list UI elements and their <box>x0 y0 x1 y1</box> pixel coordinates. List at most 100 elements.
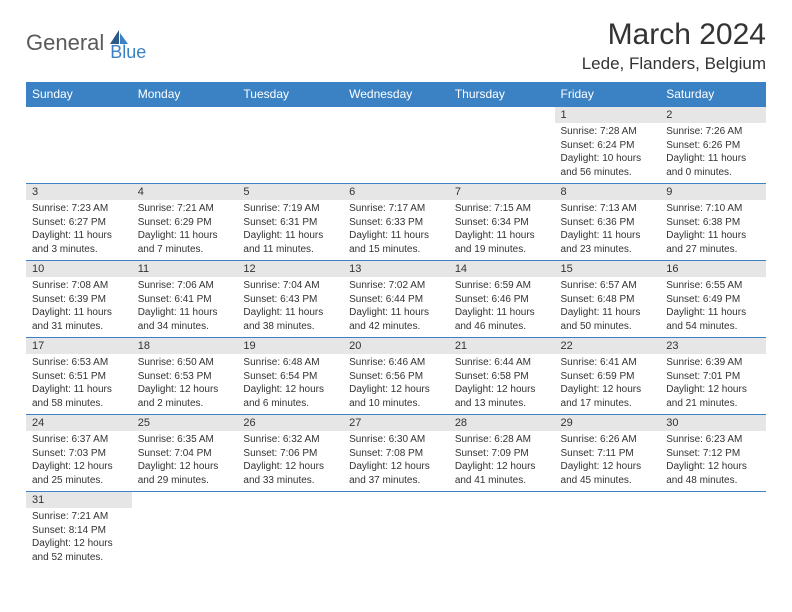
sunset-text: Sunset: 7:04 PM <box>138 447 232 461</box>
day-number: 13 <box>343 261 449 277</box>
day-header: Monday <box>132 82 238 107</box>
calendar-cell <box>132 107 238 184</box>
calendar-cell: 7Sunrise: 7:15 AMSunset: 6:34 PMDaylight… <box>449 184 555 261</box>
day-header: Thursday <box>449 82 555 107</box>
sunrise-text: Sunrise: 6:37 AM <box>32 433 126 447</box>
calendar-cell <box>343 107 449 184</box>
sunset-text: Sunset: 6:56 PM <box>349 370 443 384</box>
sunrise-text: Sunrise: 6:57 AM <box>561 279 655 293</box>
calendar-cell: 12Sunrise: 7:04 AMSunset: 6:43 PMDayligh… <box>237 261 343 338</box>
sunset-text: Sunset: 6:49 PM <box>666 293 760 307</box>
day-number: 29 <box>555 415 661 431</box>
sunrise-text: Sunrise: 6:23 AM <box>666 433 760 447</box>
day-body: Sunrise: 6:57 AMSunset: 6:48 PMDaylight:… <box>555 277 661 337</box>
day-number: 10 <box>26 261 132 277</box>
daylight-text: Daylight: 11 hours and 27 minutes. <box>666 229 760 256</box>
day-body: Sunrise: 6:35 AMSunset: 7:04 PMDaylight:… <box>132 431 238 491</box>
sunset-text: Sunset: 7:03 PM <box>32 447 126 461</box>
calendar-cell: 14Sunrise: 6:59 AMSunset: 6:46 PMDayligh… <box>449 261 555 338</box>
logo-text-sub: Blue <box>110 42 146 63</box>
daylight-text: Daylight: 12 hours and 6 minutes. <box>243 383 337 410</box>
sunrise-text: Sunrise: 6:50 AM <box>138 356 232 370</box>
day-number: 27 <box>343 415 449 431</box>
day-body: Sunrise: 6:55 AMSunset: 6:49 PMDaylight:… <box>660 277 766 337</box>
calendar-cell: 20Sunrise: 6:46 AMSunset: 6:56 PMDayligh… <box>343 338 449 415</box>
day-number: 21 <box>449 338 555 354</box>
calendar-cell: 6Sunrise: 7:17 AMSunset: 6:33 PMDaylight… <box>343 184 449 261</box>
calendar-cell: 11Sunrise: 7:06 AMSunset: 6:41 PMDayligh… <box>132 261 238 338</box>
sunset-text: Sunset: 7:09 PM <box>455 447 549 461</box>
day-body: Sunrise: 6:48 AMSunset: 6:54 PMDaylight:… <box>237 354 343 414</box>
daylight-text: Daylight: 11 hours and 38 minutes. <box>243 306 337 333</box>
daylight-text: Daylight: 11 hours and 58 minutes. <box>32 383 126 410</box>
day-number: 12 <box>237 261 343 277</box>
day-body: Sunrise: 6:37 AMSunset: 7:03 PMDaylight:… <box>26 431 132 491</box>
calendar-cell: 8Sunrise: 7:13 AMSunset: 6:36 PMDaylight… <box>555 184 661 261</box>
sunset-text: Sunset: 7:11 PM <box>561 447 655 461</box>
day-body: Sunrise: 6:50 AMSunset: 6:53 PMDaylight:… <box>132 354 238 414</box>
calendar-cell: 19Sunrise: 6:48 AMSunset: 6:54 PMDayligh… <box>237 338 343 415</box>
daylight-text: Daylight: 11 hours and 19 minutes. <box>455 229 549 256</box>
day-body: Sunrise: 6:53 AMSunset: 6:51 PMDaylight:… <box>26 354 132 414</box>
day-body: Sunrise: 6:28 AMSunset: 7:09 PMDaylight:… <box>449 431 555 491</box>
calendar-cell: 2Sunrise: 7:26 AMSunset: 6:26 PMDaylight… <box>660 107 766 184</box>
day-body: Sunrise: 6:44 AMSunset: 6:58 PMDaylight:… <box>449 354 555 414</box>
day-body: Sunrise: 6:46 AMSunset: 6:56 PMDaylight:… <box>343 354 449 414</box>
calendar-cell: 27Sunrise: 6:30 AMSunset: 7:08 PMDayligh… <box>343 415 449 492</box>
calendar-week: 3Sunrise: 7:23 AMSunset: 6:27 PMDaylight… <box>26 184 766 261</box>
day-number: 25 <box>132 415 238 431</box>
calendar-cell: 18Sunrise: 6:50 AMSunset: 6:53 PMDayligh… <box>132 338 238 415</box>
day-body: Sunrise: 7:26 AMSunset: 6:26 PMDaylight:… <box>660 123 766 183</box>
sunrise-text: Sunrise: 7:15 AM <box>455 202 549 216</box>
daylight-text: Daylight: 12 hours and 29 minutes. <box>138 460 232 487</box>
calendar-cell: 15Sunrise: 6:57 AMSunset: 6:48 PMDayligh… <box>555 261 661 338</box>
daylight-text: Daylight: 11 hours and 31 minutes. <box>32 306 126 333</box>
sunrise-text: Sunrise: 7:10 AM <box>666 202 760 216</box>
sunset-text: Sunset: 6:27 PM <box>32 216 126 230</box>
day-header: Tuesday <box>237 82 343 107</box>
day-body: Sunrise: 7:04 AMSunset: 6:43 PMDaylight:… <box>237 277 343 337</box>
sunrise-text: Sunrise: 7:21 AM <box>138 202 232 216</box>
sunrise-text: Sunrise: 6:53 AM <box>32 356 126 370</box>
sunrise-text: Sunrise: 6:39 AM <box>666 356 760 370</box>
calendar-week: 24Sunrise: 6:37 AMSunset: 7:03 PMDayligh… <box>26 415 766 492</box>
day-body: Sunrise: 7:13 AMSunset: 6:36 PMDaylight:… <box>555 200 661 260</box>
sunrise-text: Sunrise: 6:44 AM <box>455 356 549 370</box>
sunset-text: Sunset: 6:38 PM <box>666 216 760 230</box>
day-body: Sunrise: 6:59 AMSunset: 6:46 PMDaylight:… <box>449 277 555 337</box>
day-number: 24 <box>26 415 132 431</box>
calendar-cell: 3Sunrise: 7:23 AMSunset: 6:27 PMDaylight… <box>26 184 132 261</box>
daylight-text: Daylight: 11 hours and 7 minutes. <box>138 229 232 256</box>
day-number: 18 <box>132 338 238 354</box>
day-number: 6 <box>343 184 449 200</box>
day-number: 8 <box>555 184 661 200</box>
day-header: Wednesday <box>343 82 449 107</box>
sunrise-text: Sunrise: 7:06 AM <box>138 279 232 293</box>
title-block: March 2024 Lede, Flanders, Belgium <box>582 18 766 74</box>
calendar-cell: 25Sunrise: 6:35 AMSunset: 7:04 PMDayligh… <box>132 415 238 492</box>
calendar-table: Sunday Monday Tuesday Wednesday Thursday… <box>26 82 766 568</box>
day-number: 31 <box>26 492 132 508</box>
day-number: 15 <box>555 261 661 277</box>
sunset-text: Sunset: 8:14 PM <box>32 524 126 538</box>
daylight-text: Daylight: 11 hours and 50 minutes. <box>561 306 655 333</box>
day-body: Sunrise: 6:41 AMSunset: 6:59 PMDaylight:… <box>555 354 661 414</box>
daylight-text: Daylight: 12 hours and 33 minutes. <box>243 460 337 487</box>
day-number: 19 <box>237 338 343 354</box>
day-number: 30 <box>660 415 766 431</box>
logo-text-main: General <box>26 30 104 56</box>
daylight-text: Daylight: 11 hours and 0 minutes. <box>666 152 760 179</box>
calendar-cell <box>555 492 661 569</box>
day-number: 26 <box>237 415 343 431</box>
location: Lede, Flanders, Belgium <box>582 54 766 74</box>
day-number: 17 <box>26 338 132 354</box>
sunset-text: Sunset: 7:08 PM <box>349 447 443 461</box>
sunset-text: Sunset: 6:34 PM <box>455 216 549 230</box>
calendar-cell: 22Sunrise: 6:41 AMSunset: 6:59 PMDayligh… <box>555 338 661 415</box>
sunrise-text: Sunrise: 7:08 AM <box>32 279 126 293</box>
calendar-cell: 30Sunrise: 6:23 AMSunset: 7:12 PMDayligh… <box>660 415 766 492</box>
sunset-text: Sunset: 6:29 PM <box>138 216 232 230</box>
calendar-cell <box>237 107 343 184</box>
sunset-text: Sunset: 6:36 PM <box>561 216 655 230</box>
calendar-cell: 4Sunrise: 7:21 AMSunset: 6:29 PMDaylight… <box>132 184 238 261</box>
